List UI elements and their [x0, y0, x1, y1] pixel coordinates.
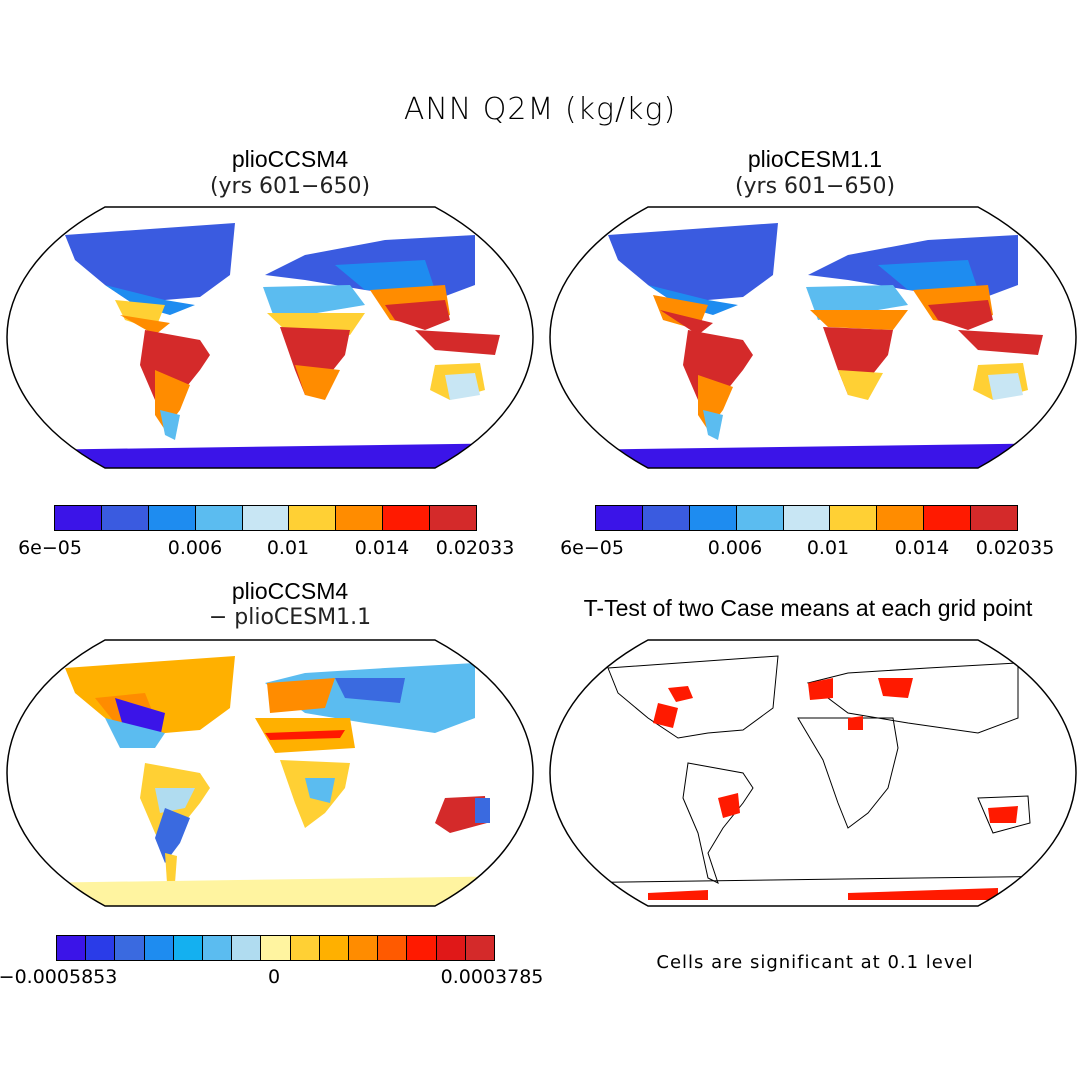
- cb3-label-1: 0: [267, 966, 281, 988]
- figure-title: ANN Q2M (kg/kg): [403, 92, 677, 127]
- cb2-swatch: [924, 506, 972, 530]
- panel2-subtitle: (yrs 601−650): [734, 174, 896, 199]
- panel1-title: plioCCSM4: [231, 146, 349, 172]
- colorbar-2: [595, 505, 1018, 531]
- significance-note: Cells are significant at 0.1 level: [656, 952, 974, 973]
- cb1-swatch: [336, 506, 384, 530]
- map-panel-1: [6, 206, 534, 469]
- colorbar-3: [56, 935, 495, 961]
- cb3-swatch: [436, 936, 466, 960]
- cb1-label-3: 0.014: [354, 537, 410, 559]
- cb3-label-0: −0.0005853: [0, 966, 118, 988]
- cb3-swatch: [144, 936, 174, 960]
- map-panel-4: [549, 639, 1077, 907]
- cb1-label-0: 6e−05: [18, 537, 82, 559]
- cb3-swatch: [407, 936, 437, 960]
- cb2-swatch: [830, 506, 878, 530]
- cb2-label-3: 0.014: [894, 537, 950, 559]
- cb2-label-2: 0.01: [806, 537, 850, 559]
- cb2-swatch: [642, 506, 690, 530]
- cb3-swatch: [378, 936, 408, 960]
- colorbar-1: [54, 505, 477, 531]
- cb3-swatch: [203, 936, 233, 960]
- cb3-swatch: [349, 936, 379, 960]
- cb1-swatch: [55, 506, 102, 530]
- cb1-swatch: [242, 506, 290, 530]
- cb1-label-2: 0.01: [266, 537, 310, 559]
- map-panel-2: [549, 206, 1077, 469]
- cb1-swatch: [430, 506, 477, 530]
- cb1-swatch: [195, 506, 243, 530]
- cb2-swatch: [783, 506, 831, 530]
- cb1-swatch: [148, 506, 196, 530]
- cb3-swatch: [86, 936, 116, 960]
- cb2-swatch: [689, 506, 737, 530]
- cb3-swatch: [232, 936, 262, 960]
- panel2-title: plioCESM1.1: [747, 146, 883, 172]
- cb2-swatch: [877, 506, 925, 530]
- cb1-label-4: 0.02033: [435, 537, 515, 559]
- cb3-swatch: [173, 936, 204, 960]
- cb2-label-4: 0.02035: [975, 537, 1055, 559]
- cb2-swatch: [971, 506, 1018, 530]
- panel3-subtitle: − plioCESM1.1: [208, 605, 372, 630]
- cb2-label-1: 0.006: [707, 537, 763, 559]
- cb1-swatch: [289, 506, 337, 530]
- cb3-swatch: [57, 936, 87, 960]
- cb3-swatch: [319, 936, 350, 960]
- cb3-swatch: [261, 936, 291, 960]
- cb1-swatch: [101, 506, 149, 530]
- panel4-title: T-Test of two Case means at each grid po…: [583, 595, 1033, 621]
- cb3-label-2: 0.0003785: [440, 966, 544, 988]
- map-panel-3: [6, 639, 534, 907]
- cb1-swatch: [383, 506, 431, 530]
- cb3-swatch: [465, 936, 495, 960]
- cb3-swatch: [290, 936, 320, 960]
- cb2-label-0: 6e−05: [560, 537, 624, 559]
- cb2-swatch: [596, 506, 643, 530]
- cb1-label-1: 0.006: [167, 537, 223, 559]
- panel3-title: plioCCSM4: [231, 578, 349, 604]
- panel1-subtitle: (yrs 601−650): [209, 174, 371, 199]
- cb3-swatch: [115, 936, 145, 960]
- cb2-swatch: [736, 506, 784, 530]
